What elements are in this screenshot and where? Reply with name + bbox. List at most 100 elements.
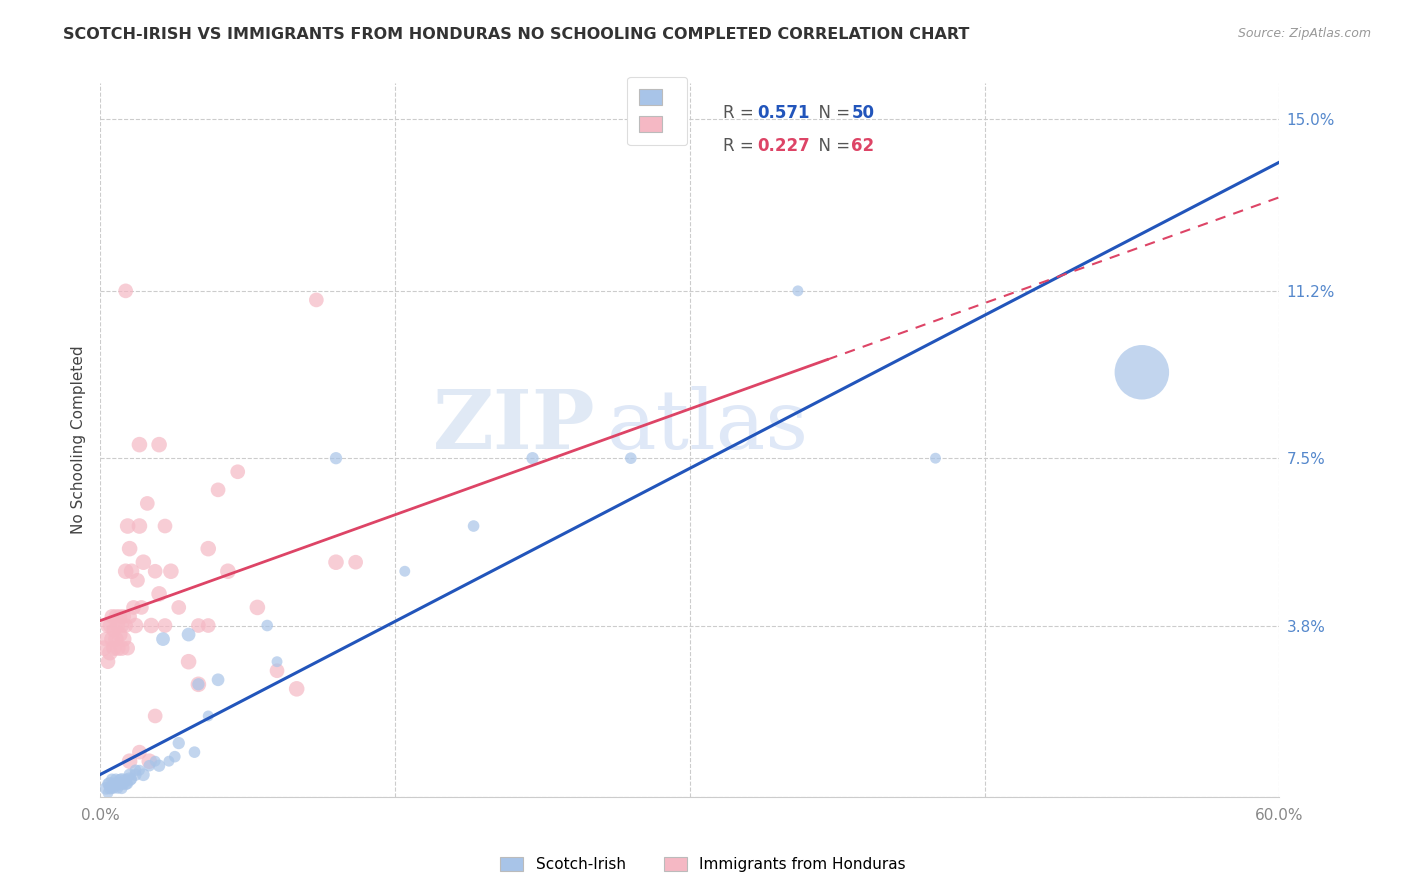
- Point: [94, 781, 117, 796]
- Point: [153, 618, 176, 632]
- Point: [285, 681, 308, 696]
- Point: [93, 641, 115, 656]
- Text: R =: R =: [723, 136, 759, 154]
- Text: N =: N =: [807, 103, 855, 122]
- Point: [104, 777, 127, 791]
- Point: [104, 609, 127, 624]
- Point: [127, 574, 149, 588]
- Point: [128, 437, 150, 451]
- Point: [163, 749, 186, 764]
- Point: [111, 772, 134, 787]
- Point: [394, 564, 416, 578]
- Point: [118, 541, 141, 556]
- Point: [98, 781, 121, 796]
- Point: [121, 564, 143, 578]
- Point: [183, 745, 205, 759]
- Point: [118, 609, 141, 624]
- Text: Source: ZipAtlas.com: Source: ZipAtlas.com: [1237, 27, 1371, 40]
- Point: [108, 609, 131, 624]
- Point: [121, 772, 143, 787]
- Point: [132, 555, 155, 569]
- Point: [114, 772, 136, 787]
- Point: [131, 600, 153, 615]
- Point: [226, 465, 249, 479]
- Text: 0.227: 0.227: [756, 136, 810, 154]
- Point: [138, 758, 160, 772]
- Point: [141, 618, 163, 632]
- Point: [112, 632, 135, 646]
- Point: [118, 754, 141, 768]
- Point: [177, 655, 200, 669]
- Text: 0.571: 0.571: [756, 103, 810, 122]
- Point: [98, 777, 121, 791]
- Text: N =: N =: [807, 136, 855, 154]
- Point: [103, 777, 125, 791]
- Point: [325, 451, 347, 466]
- Point: [97, 618, 120, 632]
- Point: [187, 677, 209, 691]
- Point: [97, 786, 120, 800]
- Point: [256, 618, 278, 632]
- Point: [924, 451, 946, 466]
- Point: [117, 641, 139, 656]
- Point: [107, 641, 129, 656]
- Point: [103, 781, 125, 796]
- Point: [167, 736, 190, 750]
- Point: [197, 541, 219, 556]
- Text: atlas: atlas: [607, 386, 810, 466]
- Point: [153, 519, 176, 533]
- Point: [463, 519, 485, 533]
- Point: [246, 600, 269, 615]
- Point: [101, 781, 124, 796]
- Point: [124, 763, 146, 777]
- Point: [148, 437, 170, 451]
- Point: [118, 768, 141, 782]
- Point: [103, 623, 125, 637]
- Point: [128, 745, 150, 759]
- Point: [128, 763, 150, 777]
- Point: [177, 627, 200, 641]
- Point: [157, 754, 180, 768]
- Point: [101, 632, 124, 646]
- Point: [117, 777, 139, 791]
- Text: 50: 50: [852, 103, 875, 122]
- Point: [143, 709, 166, 723]
- Point: [160, 564, 183, 578]
- Point: [1130, 365, 1153, 379]
- Y-axis label: No Schooling Completed: No Schooling Completed: [72, 346, 86, 534]
- Point: [103, 641, 125, 656]
- Point: [108, 777, 131, 791]
- Point: [107, 618, 129, 632]
- Point: [108, 627, 131, 641]
- Point: [108, 772, 131, 787]
- Text: R =: R =: [723, 103, 759, 122]
- Point: [187, 618, 209, 632]
- Point: [111, 781, 134, 796]
- Point: [114, 777, 136, 791]
- Point: [148, 587, 170, 601]
- Point: [111, 618, 134, 632]
- Point: [97, 655, 120, 669]
- Point: [117, 519, 139, 533]
- Point: [197, 709, 219, 723]
- Point: [620, 451, 643, 466]
- Point: [266, 655, 288, 669]
- Point: [128, 519, 150, 533]
- Point: [114, 284, 136, 298]
- Point: [152, 632, 174, 646]
- Point: [104, 632, 127, 646]
- Point: [143, 564, 166, 578]
- Point: [112, 609, 135, 624]
- Point: [107, 777, 129, 791]
- Point: [122, 600, 145, 615]
- Point: [104, 772, 127, 787]
- Text: SCOTCH-IRISH VS IMMIGRANTS FROM HONDURAS NO SCHOOLING COMPLETED CORRELATION CHAR: SCOTCH-IRISH VS IMMIGRANTS FROM HONDURAS…: [63, 27, 970, 42]
- Point: [111, 641, 134, 656]
- Point: [98, 618, 121, 632]
- Point: [325, 555, 347, 569]
- Point: [187, 677, 209, 691]
- Point: [344, 555, 367, 569]
- Point: [197, 618, 219, 632]
- Point: [522, 451, 544, 466]
- Point: [217, 564, 239, 578]
